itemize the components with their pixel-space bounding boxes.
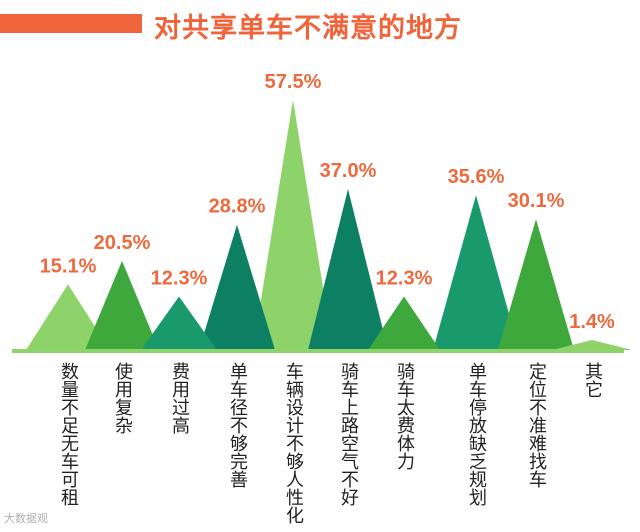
category-label-1: 数量不足无车可租	[58, 362, 79, 506]
category-label-5: 车辆设计不够人性化	[283, 362, 304, 524]
category-label-3: 费用过高	[169, 362, 190, 434]
bar-2	[85, 260, 159, 350]
value-label-3: 12.3%	[151, 267, 208, 289]
value-label-5: 57.5%	[265, 71, 322, 93]
category-label-2: 使用复杂	[112, 362, 133, 434]
bar-8	[433, 195, 519, 350]
value-label-4: 28.8%	[209, 196, 266, 218]
value-label-9: 30.1%	[508, 190, 565, 212]
bar-1	[26, 284, 110, 350]
value-label-7: 12.3%	[376, 267, 433, 289]
category-label-10: 其它	[582, 362, 603, 398]
bar-10	[552, 340, 632, 350]
bar-5	[253, 99, 333, 350]
value-label-2: 20.5%	[94, 232, 151, 254]
category-label-7: 骑车太费体力	[394, 362, 415, 470]
bar-7	[368, 296, 440, 350]
value-label-10: 1.4%	[569, 311, 615, 333]
value-label-6: 37.0%	[320, 160, 377, 182]
chart-baseline	[12, 349, 624, 353]
bar-3	[141, 296, 217, 350]
bar-9	[498, 219, 574, 350]
category-label-4: 单车径不够完善	[227, 362, 248, 488]
watermark-text: 大数据观	[4, 512, 48, 525]
title-accent-bar	[0, 14, 142, 33]
bar-6	[308, 189, 388, 350]
category-label-9: 定位不准难找车	[526, 362, 547, 488]
category-label-8: 单车停放缺乏规划	[466, 362, 487, 506]
chart-title: 对共享单车不满意的地方	[154, 13, 462, 44]
value-label-1: 15.1%	[40, 255, 97, 277]
bar-4	[199, 224, 275, 350]
category-label-6: 骑车上路空气不好	[338, 362, 359, 506]
value-label-8: 35.6%	[448, 166, 505, 188]
